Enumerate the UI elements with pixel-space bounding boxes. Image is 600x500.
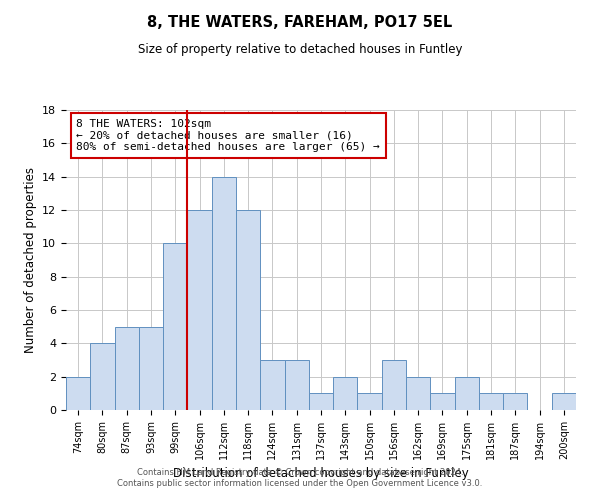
- Bar: [455, 376, 479, 410]
- X-axis label: Distribution of detached houses by size in Funtley: Distribution of detached houses by size …: [173, 468, 469, 480]
- Bar: [236, 210, 260, 410]
- Text: 8, THE WATERS, FAREHAM, PO17 5EL: 8, THE WATERS, FAREHAM, PO17 5EL: [148, 15, 452, 30]
- Bar: [284, 360, 309, 410]
- Bar: [66, 376, 90, 410]
- Bar: [187, 210, 212, 410]
- Text: Contains HM Land Registry data © Crown copyright and database right 2024.
Contai: Contains HM Land Registry data © Crown c…: [118, 468, 482, 487]
- Bar: [503, 394, 527, 410]
- Text: Size of property relative to detached houses in Funtley: Size of property relative to detached ho…: [138, 42, 462, 56]
- Bar: [382, 360, 406, 410]
- Y-axis label: Number of detached properties: Number of detached properties: [23, 167, 37, 353]
- Text: 8 THE WATERS: 102sqm
← 20% of detached houses are smaller (16)
80% of semi-detac: 8 THE WATERS: 102sqm ← 20% of detached h…: [76, 119, 380, 152]
- Bar: [163, 244, 187, 410]
- Bar: [90, 344, 115, 410]
- Bar: [406, 376, 430, 410]
- Bar: [479, 394, 503, 410]
- Bar: [358, 394, 382, 410]
- Bar: [139, 326, 163, 410]
- Bar: [115, 326, 139, 410]
- Bar: [260, 360, 284, 410]
- Bar: [430, 394, 455, 410]
- Bar: [309, 394, 333, 410]
- Bar: [333, 376, 358, 410]
- Bar: [552, 394, 576, 410]
- Bar: [212, 176, 236, 410]
